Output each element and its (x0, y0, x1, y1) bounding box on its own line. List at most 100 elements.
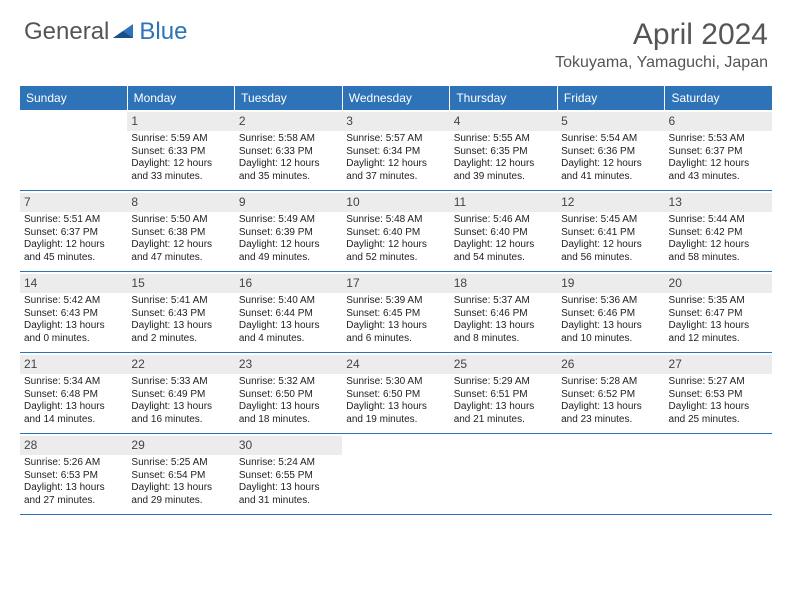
daylight-text: Daylight: 13 hours and 25 minutes. (669, 401, 768, 426)
sunrise-text: Sunrise: 5:42 AM (24, 295, 123, 308)
day-number: 15 (127, 274, 234, 293)
daylight-text: Daylight: 13 hours and 6 minutes. (346, 320, 445, 345)
sunset-text: Sunset: 6:51 PM (454, 389, 553, 402)
logo-text-general: General (24, 18, 109, 46)
sunrise-text: Sunrise: 5:29 AM (454, 376, 553, 389)
sunset-text: Sunset: 6:50 PM (239, 389, 338, 402)
sunrise-text: Sunrise: 5:53 AM (669, 133, 768, 146)
day-number: 1 (127, 112, 234, 131)
day-cell: 22 Sunrise: 5:33 AMSunset: 6:49 PMDayligh… (127, 353, 234, 433)
day-number: 18 (450, 274, 557, 293)
sunset-text: Sunset: 6:34 PM (346, 146, 445, 159)
daylight-text: Daylight: 12 hours and 45 minutes. (24, 239, 123, 264)
daylight-text: Daylight: 12 hours and 58 minutes. (669, 239, 768, 264)
sunset-text: Sunset: 6:40 PM (346, 227, 445, 240)
sunset-text: Sunset: 6:52 PM (561, 389, 660, 402)
sunset-text: Sunset: 6:43 PM (24, 308, 123, 321)
daylight-text: Daylight: 13 hours and 27 minutes. (24, 482, 123, 507)
title-block: April 2024 Tokuyama, Yamaguchi, Japan (555, 18, 768, 72)
day-number: 29 (127, 436, 234, 455)
sunrise-text: Sunrise: 5:27 AM (669, 376, 768, 389)
day-number: 3 (342, 112, 449, 131)
day-cell: 23Sunrise: 5:32 AMSunset: 6:50 PMDayligh… (235, 353, 342, 433)
day-number: 14 (20, 274, 127, 293)
day-number: 16 (235, 274, 342, 293)
day-number: 21 (20, 355, 127, 374)
daylight-text: Daylight: 13 hours and 19 minutes. (346, 401, 445, 426)
day-number: 9 (235, 193, 342, 212)
sunset-text: Sunset: 6:38 PM (131, 227, 230, 240)
day-header-cell: Wednesday (343, 86, 451, 110)
day-cell: 28Sunrise: 5:26 AMSunset: 6:53 PMDayligh… (20, 434, 127, 514)
sunset-text: Sunset: 6:42 PM (669, 227, 768, 240)
day-cell: 4Sunrise: 5:55 AMSunset: 6:35 PMDaylight… (450, 110, 557, 190)
sunset-text: Sunset: 6:49 PM (131, 389, 230, 402)
day-number: 28 (20, 436, 127, 455)
sunset-text: Sunset: 6:48 PM (24, 389, 123, 402)
sunset-text: Sunset: 6:36 PM (561, 146, 660, 159)
day-cell: 2Sunrise: 5:58 AMSunset: 6:33 PMDaylight… (235, 110, 342, 190)
daylight-text: Daylight: 13 hours and 16 minutes. (131, 401, 230, 426)
day-number: 4 (450, 112, 557, 131)
day-number: 6 (665, 112, 772, 131)
day-number: 19 (557, 274, 664, 293)
day-cell: 17Sunrise: 5:39 AMSunset: 6:45 PMDayligh… (342, 272, 449, 352)
sunrise-text: Sunrise: 5:46 AM (454, 214, 553, 227)
sunset-text: Sunset: 6:46 PM (454, 308, 553, 321)
day-cell (665, 434, 772, 514)
day-cell: 10Sunrise: 5:48 AMSunset: 6:40 PMDayligh… (342, 191, 449, 271)
day-header-cell: Tuesday (235, 86, 343, 110)
daylight-text: Daylight: 13 hours and 12 minutes. (669, 320, 768, 345)
week-row: 14Sunrise: 5:42 AMSunset: 6:43 PMDayligh… (20, 272, 772, 353)
day-cell: 5Sunrise: 5:54 AMSunset: 6:36 PMDaylight… (557, 110, 664, 190)
daylight-text: Daylight: 13 hours and 21 minutes. (454, 401, 553, 426)
day-number: 22 (127, 355, 234, 374)
daylight-text: Daylight: 12 hours and 33 minutes. (131, 158, 230, 183)
sunrise-text: Sunrise: 5:33 AM (131, 376, 230, 389)
day-number: 27 (665, 355, 772, 374)
daylight-text: Daylight: 12 hours and 35 minutes. (239, 158, 338, 183)
day-cell: 13Sunrise: 5:44 AMSunset: 6:42 PMDayligh… (665, 191, 772, 271)
day-cell: 30Sunrise: 5:24 AMSunset: 6:55 PMDayligh… (235, 434, 342, 514)
sunrise-text: Sunrise: 5:30 AM (346, 376, 445, 389)
sunset-text: Sunset: 6:37 PM (24, 227, 123, 240)
sunrise-text: Sunrise: 5:26 AM (24, 457, 123, 470)
day-cell: 20Sunrise: 5:35 AMSunset: 6:47 PMDayligh… (665, 272, 772, 352)
daylight-text: Daylight: 13 hours and 4 minutes. (239, 320, 338, 345)
day-cell: 14 Sunrise: 5:42 AMSunset: 6:43 PMDayligh… (20, 272, 127, 352)
day-number: 8 (127, 193, 234, 212)
daylight-text: Daylight: 12 hours and 37 minutes. (346, 158, 445, 183)
daylight-text: Daylight: 13 hours and 0 minutes. (24, 320, 123, 345)
sunset-text: Sunset: 6:41 PM (561, 227, 660, 240)
day-cell (342, 434, 449, 514)
day-header-cell: Sunday (20, 86, 128, 110)
day-number: 10 (342, 193, 449, 212)
day-number: 5 (557, 112, 664, 131)
sunset-text: Sunset: 6:53 PM (669, 389, 768, 402)
day-cell: 21Sunrise: 5:34 AMSunset: 6:48 PMDayligh… (20, 353, 127, 433)
day-number: 30 (235, 436, 342, 455)
day-header-row: SundayMondayTuesdayWednesdayThursdayFrid… (20, 86, 772, 110)
day-number: 17 (342, 274, 449, 293)
day-number: 23 (235, 355, 342, 374)
daylight-text: Daylight: 13 hours and 31 minutes. (239, 482, 338, 507)
day-header-cell: Monday (128, 86, 236, 110)
day-header-cell: Saturday (665, 86, 772, 110)
daylight-text: Daylight: 13 hours and 18 minutes. (239, 401, 338, 426)
sunset-text: Sunset: 6:45 PM (346, 308, 445, 321)
day-cell: 18Sunrise: 5:37 AMSunset: 6:46 PMDayligh… (450, 272, 557, 352)
day-cell: 8Sunrise: 5:50 AMSunset: 6:38 PMDaylight… (127, 191, 234, 271)
sunset-text: Sunset: 6:39 PM (239, 227, 338, 240)
daylight-text: Daylight: 13 hours and 8 minutes. (454, 320, 553, 345)
sunrise-text: Sunrise: 5:48 AM (346, 214, 445, 227)
sunset-text: Sunset: 6:40 PM (454, 227, 553, 240)
weeks-container: 1Sunrise: 5:59 AMSunset: 6:33 PMDaylight… (20, 110, 772, 515)
day-cell: 15Sunrise: 5:41 AMSunset: 6:43 PMDayligh… (127, 272, 234, 352)
logo-triangle-icon (111, 20, 137, 45)
calendar: SundayMondayTuesdayWednesdayThursdayFrid… (20, 86, 772, 515)
sunrise-text: Sunrise: 5:35 AM (669, 295, 768, 308)
logo: General Blue (24, 18, 187, 46)
sunrise-text: Sunrise: 5:51 AM (24, 214, 123, 227)
day-number: 20 (665, 274, 772, 293)
day-cell: 6Sunrise: 5:53 AMSunset: 6:37 PMDaylight… (665, 110, 772, 190)
